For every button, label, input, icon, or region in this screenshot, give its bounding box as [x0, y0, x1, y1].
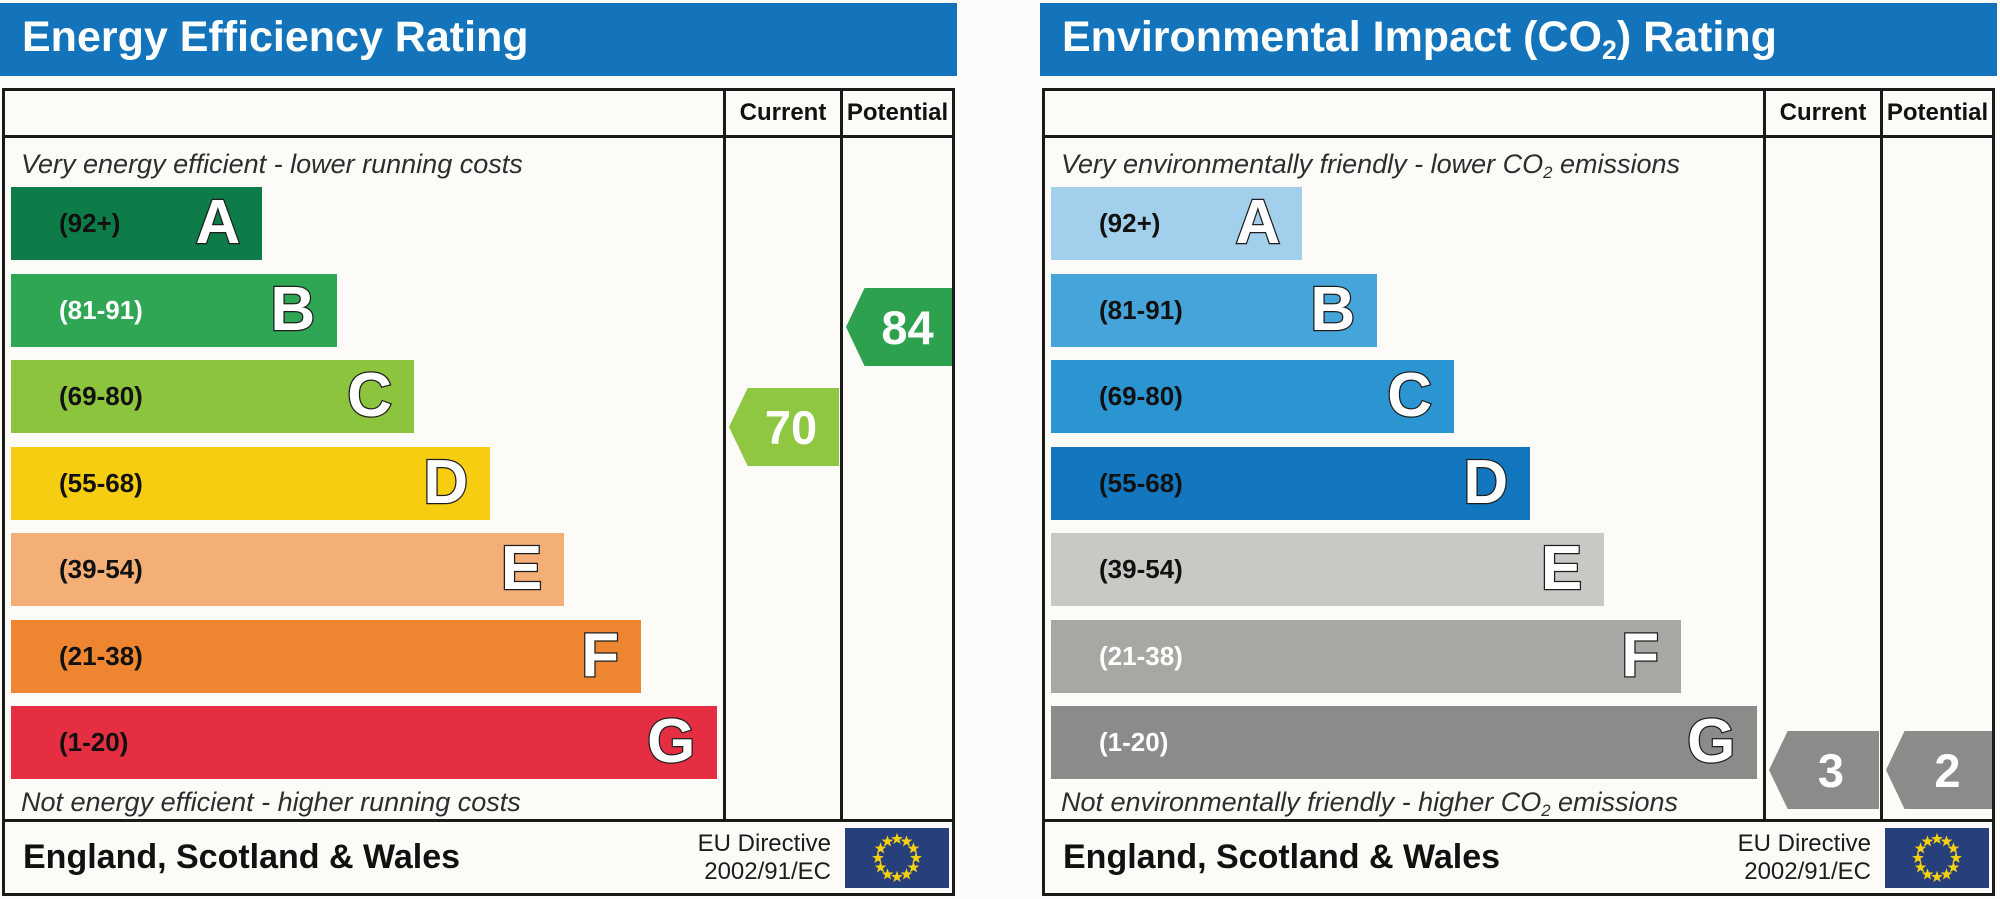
band-range-label: (92+) — [1099, 208, 1161, 238]
potential-rating-value: 84 — [881, 300, 934, 354]
band-e: (39-54) E — [1051, 533, 1605, 606]
eu-flag-icon — [1885, 827, 1989, 888]
top-note: Very environmentally friendly - lower CO… — [1061, 149, 1681, 183]
band-range-label: (69-80) — [1099, 381, 1183, 411]
rating-bands: (92+) A (81-91) B (69-80) C (55-68) D (3… — [11, 187, 723, 779]
band-letter: B — [1309, 273, 1356, 345]
band-letter: D — [1462, 446, 1509, 518]
table-footer: England, Scotland & Wales EU Directive 2… — [1045, 819, 1992, 893]
column-divider — [723, 138, 726, 819]
band-a: (92+) A — [1051, 187, 1303, 260]
title-text: Energy Efficiency Rating — [22, 13, 529, 61]
bottom-note: Not energy efficient - higher running co… — [21, 787, 521, 817]
current-rating-value: 70 — [764, 400, 818, 454]
band-letter: E — [1540, 533, 1584, 605]
column-divider — [1880, 138, 1883, 819]
band-letter: C — [1386, 360, 1433, 432]
band-range-label: (1-20) — [1099, 727, 1169, 757]
region-label: England, Scotland & Wales — [1063, 838, 1501, 876]
top-note: Very energy efficient - lower running co… — [21, 149, 523, 179]
band-letter: G — [1686, 706, 1737, 778]
potential-rating-value: 2 — [1934, 743, 1961, 797]
band-d: (55-68) D — [1051, 446, 1531, 520]
column-header-current: Current — [723, 91, 840, 135]
band-letter: F — [580, 619, 620, 691]
band-letter: E — [500, 533, 544, 605]
region-label: England, Scotland & Wales — [23, 838, 461, 876]
current-rating-value: 3 — [1817, 743, 1845, 797]
column-header-current: Current — [1763, 91, 1880, 135]
column-header-potential: Potential — [840, 91, 952, 135]
table-header: Current Potential — [5, 91, 952, 138]
rating-table: Current Potential Very energy efficient … — [2, 88, 955, 896]
band-letter: C — [346, 360, 393, 432]
band-letter: B — [269, 273, 316, 345]
potential-rating-marker: 84 — [846, 288, 952, 366]
table-header: Current Potential — [1045, 91, 1992, 138]
column-header-potential: Potential — [1880, 91, 1992, 135]
band-f: (21-38) F — [11, 619, 642, 693]
band-range-label: (81-91) — [1099, 294, 1183, 325]
band-range-label: (39-54) — [59, 554, 143, 584]
page-title: Environmental Impact (CO2) Rating — [1040, 3, 1997, 76]
header-spacer — [5, 91, 723, 135]
rating-table: Current Potential Very environmentally f… — [1042, 88, 1995, 896]
band-c: (69-80) C — [11, 360, 414, 433]
current-rating-marker: 3 — [1769, 731, 1879, 809]
band-range-label: (55-68) — [59, 467, 143, 498]
rating-scale-area: Very environmentally friendly - lower CO… — [1045, 138, 1992, 819]
band-letter: D — [422, 446, 469, 518]
table-footer: England, Scotland & Wales EU Directive 2… — [5, 819, 952, 893]
band-b: (81-91) B — [1051, 273, 1378, 347]
band-range-label: (55-68) — [1099, 467, 1183, 498]
header-spacer — [1045, 91, 1763, 135]
band-letter: A — [1234, 187, 1281, 259]
bottom-note: Not environmentally friendly - higher CO… — [1061, 787, 1679, 819]
band-f: (21-38) F — [1051, 619, 1682, 693]
band-range-label: (39-54) — [1099, 554, 1183, 584]
band-range-label: (21-38) — [59, 640, 143, 671]
rating-bands: (92+) A (81-91) B (69-80) C (55-68) D (3… — [1051, 187, 1763, 779]
page-title: Energy Efficiency Rating — [0, 3, 957, 76]
band-letter: A — [194, 187, 241, 259]
eu-directive-label: EU Directive 2002/91/EC — [1737, 829, 1871, 885]
band-range-label: (81-91) — [59, 294, 143, 325]
band-letter: G — [646, 706, 697, 778]
band-range-label: (21-38) — [1099, 640, 1183, 671]
band-c: (69-80) C — [1051, 360, 1454, 433]
band-range-label: (92+) — [59, 208, 121, 238]
band-a: (92+) A — [11, 187, 263, 260]
eu-directive-label: EU Directive 2002/91/EC — [697, 829, 831, 885]
band-letter: F — [1620, 619, 1660, 691]
current-rating-marker: 70 — [729, 388, 839, 466]
band-b: (81-91) B — [11, 273, 338, 347]
band-range-label: (69-80) — [59, 381, 143, 411]
rating-scale-area: Very energy efficient - lower running co… — [5, 138, 952, 819]
column-divider — [1763, 138, 1766, 819]
band-range-label: (1-20) — [59, 727, 129, 757]
band-e: (39-54) E — [11, 533, 565, 606]
band-g: (1-20) G — [11, 706, 718, 779]
energy-efficiency-rating-chart: Energy Efficiency Rating Current Potenti… — [0, 0, 957, 896]
eu-flag-icon — [845, 827, 949, 888]
environmental-impact-rating-chart: Environmental Impact (CO2) Rating Curren… — [1040, 0, 1997, 896]
column-divider — [840, 138, 843, 819]
title-text: Environmental Impact (CO2) Rating — [1062, 13, 1777, 65]
potential-rating-marker: 2 — [1886, 731, 1992, 809]
band-d: (55-68) D — [11, 446, 491, 520]
band-g: (1-20) G — [1051, 706, 1758, 779]
